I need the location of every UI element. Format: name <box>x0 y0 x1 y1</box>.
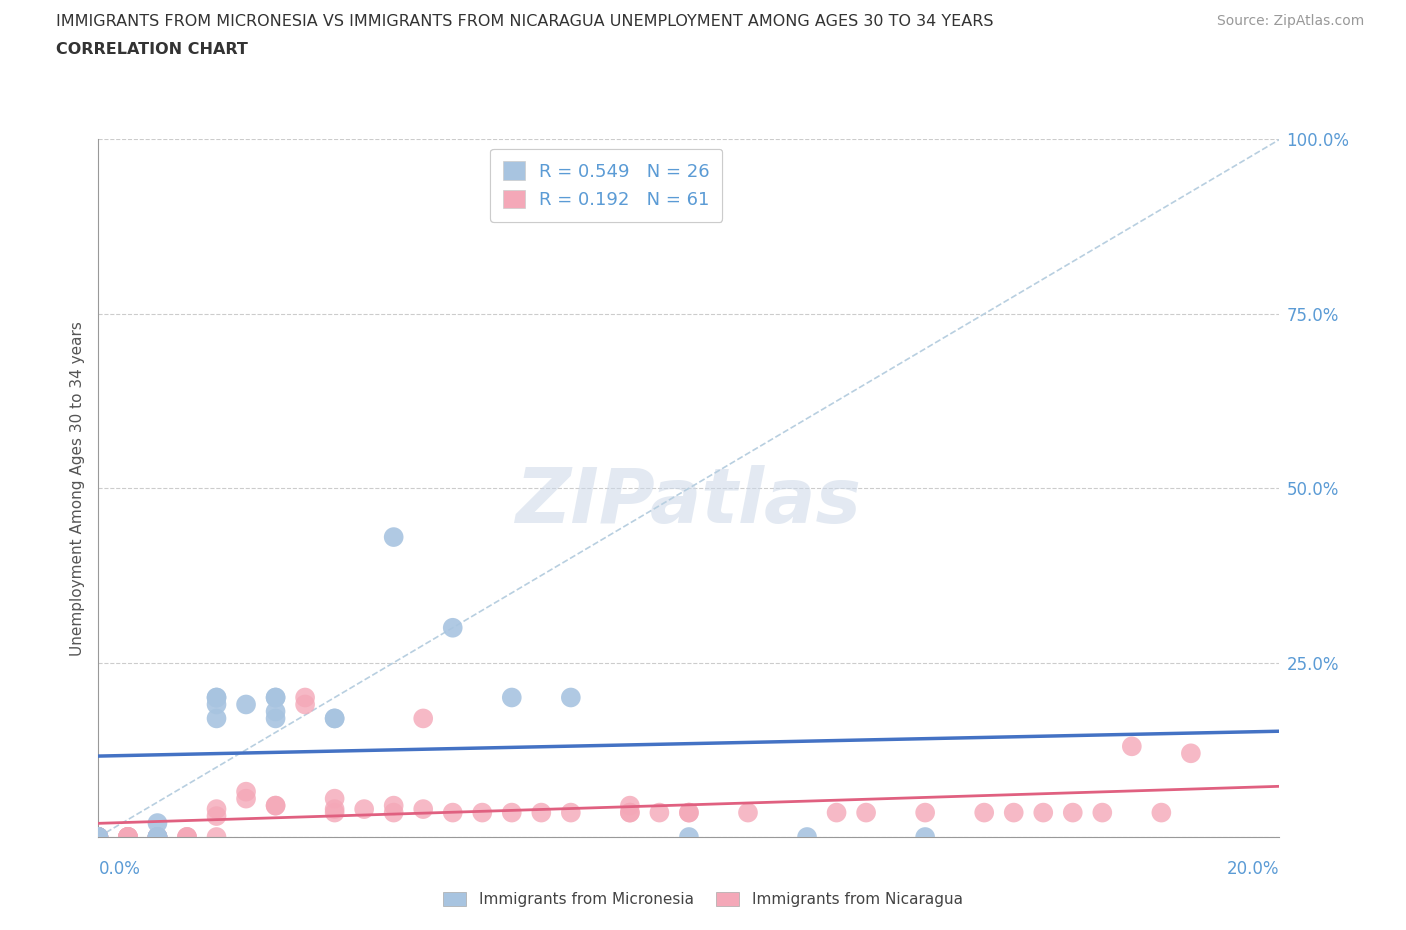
Point <box>205 690 228 705</box>
Point <box>914 805 936 820</box>
Point <box>323 711 346 725</box>
Point <box>205 690 228 705</box>
Point <box>146 830 169 844</box>
Point <box>146 830 169 844</box>
Point <box>737 805 759 820</box>
Point <box>1032 805 1054 820</box>
Point <box>235 784 257 799</box>
Point <box>382 798 405 813</box>
Point <box>648 805 671 820</box>
Point <box>176 830 198 844</box>
Point <box>87 830 110 844</box>
Point <box>205 830 228 844</box>
Point <box>146 816 169 830</box>
Point <box>323 791 346 806</box>
Point <box>560 690 582 705</box>
Point <box>87 830 110 844</box>
Point <box>855 805 877 820</box>
Point <box>87 830 110 844</box>
Point <box>146 830 169 844</box>
Text: ZIPatlas: ZIPatlas <box>516 465 862 539</box>
Text: 0.0%: 0.0% <box>98 860 141 878</box>
Point <box>412 711 434 725</box>
Point <box>205 809 228 824</box>
Legend: R = 0.549   N = 26, R = 0.192   N = 61: R = 0.549 N = 26, R = 0.192 N = 61 <box>491 149 723 221</box>
Text: IMMIGRANTS FROM MICRONESIA VS IMMIGRANTS FROM NICARAGUA UNEMPLOYMENT AMONG AGES : IMMIGRANTS FROM MICRONESIA VS IMMIGRANTS… <box>56 14 994 29</box>
Point <box>264 690 287 705</box>
Point <box>973 805 995 820</box>
Point <box>382 805 405 820</box>
Point <box>1150 805 1173 820</box>
Point <box>796 830 818 844</box>
Point <box>264 704 287 719</box>
Point <box>1091 805 1114 820</box>
Point <box>235 698 257 712</box>
Point <box>264 798 287 813</box>
Point <box>117 830 139 844</box>
Point <box>146 830 169 844</box>
Point <box>205 711 228 725</box>
Point <box>264 690 287 705</box>
Point <box>294 698 316 712</box>
Point <box>323 805 346 820</box>
Point <box>146 830 169 844</box>
Point <box>441 620 464 635</box>
Point <box>560 805 582 820</box>
Text: CORRELATION CHART: CORRELATION CHART <box>56 42 247 57</box>
Point <box>530 805 553 820</box>
Point <box>619 805 641 820</box>
Point <box>176 830 198 844</box>
Point <box>1062 805 1084 820</box>
Legend: Immigrants from Micronesia, Immigrants from Nicaragua: Immigrants from Micronesia, Immigrants f… <box>437 885 969 913</box>
Point <box>117 830 139 844</box>
Point <box>382 530 405 545</box>
Point <box>176 830 198 844</box>
Point <box>678 805 700 820</box>
Point <box>264 711 287 725</box>
Point <box>87 830 110 844</box>
Point <box>914 830 936 844</box>
Point <box>117 830 139 844</box>
Point <box>205 802 228 817</box>
Point <box>87 830 110 844</box>
Point <box>117 830 139 844</box>
Point <box>117 830 139 844</box>
Point <box>117 830 139 844</box>
Point <box>146 830 169 844</box>
Point <box>205 698 228 712</box>
Point <box>146 830 169 844</box>
Point <box>825 805 848 820</box>
Point <box>412 802 434 817</box>
Point <box>501 805 523 820</box>
Text: 20.0%: 20.0% <box>1227 860 1279 878</box>
Point <box>117 830 139 844</box>
Point <box>1121 738 1143 753</box>
Point <box>678 805 700 820</box>
Point <box>87 830 110 844</box>
Point <box>501 690 523 705</box>
Point <box>1180 746 1202 761</box>
Point <box>264 798 287 813</box>
Point <box>294 690 316 705</box>
Point <box>87 830 110 844</box>
Y-axis label: Unemployment Among Ages 30 to 34 years: Unemployment Among Ages 30 to 34 years <box>70 321 86 656</box>
Text: Source: ZipAtlas.com: Source: ZipAtlas.com <box>1216 14 1364 28</box>
Point <box>471 805 494 820</box>
Point <box>678 830 700 844</box>
Point <box>619 798 641 813</box>
Point <box>619 805 641 820</box>
Point <box>1002 805 1025 820</box>
Point <box>146 830 169 844</box>
Point <box>353 802 375 817</box>
Point <box>441 805 464 820</box>
Point <box>323 802 346 817</box>
Point <box>87 830 110 844</box>
Point <box>323 711 346 725</box>
Point <box>87 830 110 844</box>
Point <box>146 830 169 844</box>
Point <box>235 791 257 806</box>
